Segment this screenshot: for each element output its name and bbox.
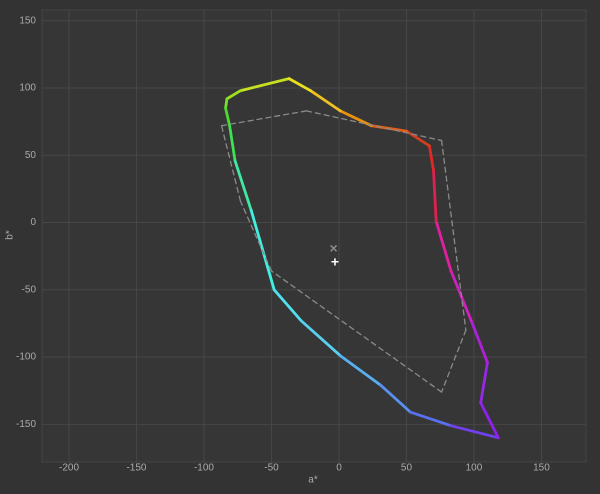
series-segment — [434, 219, 453, 273]
y-axis-label: b* — [5, 230, 16, 240]
y-tick-label: 0 — [30, 217, 36, 228]
series-segment — [220, 110, 308, 127]
x-tick-label: 50 — [401, 463, 413, 474]
x-tick-label: 150 — [533, 463, 550, 474]
x-tick-label: 100 — [466, 463, 483, 474]
series-segment — [338, 354, 383, 387]
series-segment — [299, 319, 342, 358]
series-segment — [479, 401, 500, 440]
series-segment — [239, 77, 291, 93]
series-segment — [379, 383, 412, 414]
series-segment — [432, 168, 438, 223]
x-tick-label: 0 — [336, 463, 342, 474]
plot-area — [41, 9, 587, 463]
series-segment — [220, 125, 242, 202]
marker: × — [329, 240, 337, 256]
marker: + — [331, 254, 339, 270]
y-tick-label: -100 — [16, 352, 36, 363]
x-tick-label: -50 — [264, 463, 279, 474]
series-segment — [228, 124, 237, 163]
series-segment — [305, 110, 443, 142]
series-segment — [225, 89, 242, 101]
series-segment — [309, 89, 342, 113]
x-tick-label: -100 — [194, 463, 214, 474]
x-axis-label: a* — [308, 475, 318, 486]
series-segment — [338, 109, 373, 128]
series-segment — [287, 77, 313, 93]
series-segment — [239, 200, 273, 272]
series-segment — [469, 319, 489, 364]
series-segment — [405, 129, 431, 148]
series-segment — [479, 361, 489, 405]
series-segment — [224, 97, 229, 110]
series-segment — [428, 144, 435, 172]
y-tick-label: -150 — [16, 419, 36, 430]
x-tick-label: -200 — [59, 463, 79, 474]
series-segment — [440, 139, 467, 331]
series-segment — [270, 270, 443, 393]
series-segment — [440, 329, 467, 393]
series-segment — [272, 288, 303, 323]
x-tick-label: -150 — [126, 463, 146, 474]
series-segment — [449, 424, 500, 440]
y-tick-label: 50 — [25, 150, 37, 161]
y-tick-label: 100 — [19, 83, 36, 94]
y-tick-label: -50 — [22, 284, 37, 295]
series-segment — [409, 410, 453, 428]
y-tick-label: 150 — [19, 15, 36, 26]
series-segment — [224, 106, 232, 128]
series-segment — [233, 159, 253, 212]
